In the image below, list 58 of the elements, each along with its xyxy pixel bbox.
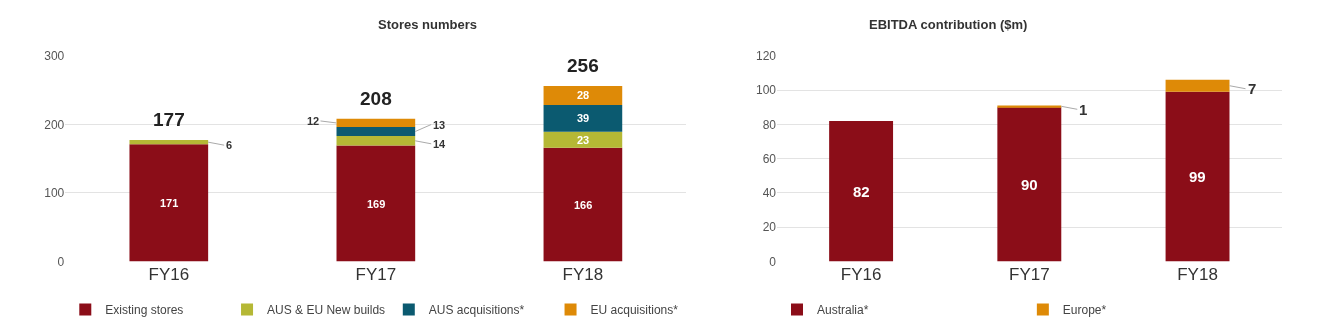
- bar: [829, 120, 894, 262]
- bar: [336, 118, 416, 128]
- bar: [336, 127, 416, 136]
- data-label: 1: [1079, 101, 1088, 118]
- data-label: 13: [433, 119, 446, 131]
- total-label: 208: [360, 88, 392, 109]
- y-tick-label: 200: [44, 117, 65, 132]
- y-tick-label: 60: [762, 151, 777, 166]
- data-label: 14: [433, 138, 447, 150]
- bar: [543, 105, 623, 132]
- bar: [997, 105, 1062, 108]
- total-label: 177: [153, 109, 185, 130]
- y-tick-label: 0: [769, 254, 777, 269]
- data-label: 90: [1021, 176, 1038, 193]
- y-tick-label: 40: [762, 186, 777, 201]
- total-label: 256: [567, 55, 599, 76]
- bar: [336, 145, 416, 262]
- chart-title: EBITDA contribution ($m): [869, 17, 1028, 32]
- legend-label: Europe*: [1062, 303, 1107, 318]
- y-tick-label: 0: [57, 254, 65, 269]
- bar: [129, 140, 209, 145]
- y-tick-label: 300: [44, 48, 65, 63]
- data-label: 169: [367, 198, 386, 210]
- bar: [543, 147, 623, 262]
- y-tick-label: 120: [755, 48, 777, 63]
- legend-label: Australia*: [816, 303, 869, 318]
- data-label: 6: [226, 139, 233, 151]
- data-label: 28: [577, 89, 590, 101]
- bar: [129, 144, 209, 262]
- data-label: 7: [1248, 80, 1257, 97]
- data-label: 12: [307, 115, 320, 127]
- x-tick-label: FY18: [562, 264, 604, 284]
- legend-label: Existing stores: [105, 303, 184, 318]
- bar: [336, 135, 416, 146]
- y-tick-label: 20: [762, 220, 777, 235]
- legend-label: EU acquisitions*: [590, 303, 679, 318]
- y-tick-label: 80: [762, 117, 777, 132]
- x-tick-label: FY16: [840, 264, 882, 284]
- bar: [543, 131, 623, 148]
- bar: [543, 85, 623, 106]
- data-label: 166: [574, 199, 593, 211]
- chart-title: Stores numbers: [378, 17, 477, 32]
- bar: [997, 107, 1062, 262]
- data-label: 39: [577, 112, 590, 124]
- x-tick-label: FY18: [1177, 264, 1218, 284]
- x-tick-label: FY16: [148, 264, 190, 284]
- y-tick-label: 100: [44, 186, 65, 201]
- bar: [1165, 91, 1230, 262]
- legend-label: AUS acquisitions*: [428, 303, 525, 318]
- data-label: 23: [577, 134, 590, 146]
- data-label: 171: [160, 197, 179, 209]
- x-tick-label: FY17: [1009, 264, 1050, 284]
- bar: [1165, 79, 1230, 92]
- data-label: 99: [1189, 168, 1206, 185]
- legend-label: AUS & EU New builds: [267, 303, 386, 318]
- y-tick-label: 100: [755, 83, 777, 98]
- x-tick-label: FY17: [355, 264, 397, 284]
- data-label: 82: [853, 183, 870, 200]
